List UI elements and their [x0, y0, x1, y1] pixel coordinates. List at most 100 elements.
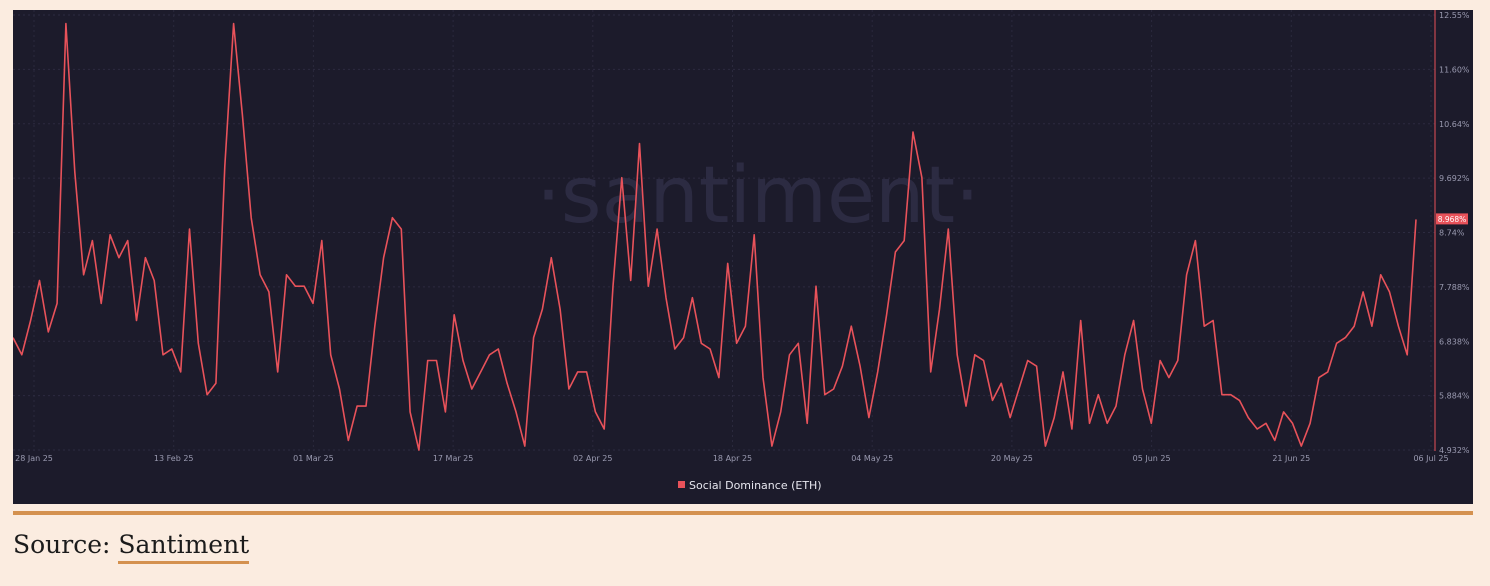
- data-point: [38, 279, 41, 282]
- data-point: [1212, 319, 1215, 322]
- series-line-social-dominance: [13, 22, 1417, 451]
- data-point: [1335, 342, 1338, 345]
- data-point: [170, 348, 173, 351]
- data-point: [223, 165, 226, 168]
- data-point: [1026, 359, 1029, 362]
- data-point: [1009, 416, 1012, 419]
- data-point: [647, 285, 650, 288]
- x-tick-label: 04 May 25: [851, 454, 893, 463]
- data-point: [585, 370, 588, 373]
- y-tick-label: 7.788%: [1439, 283, 1470, 292]
- data-point: [303, 285, 306, 288]
- data-point: [1115, 405, 1118, 408]
- y-tick-label: 8.74%: [1439, 229, 1465, 238]
- data-point: [1194, 239, 1197, 242]
- data-point: [1150, 422, 1153, 425]
- data-point: [329, 353, 332, 356]
- data-point: [1291, 422, 1294, 425]
- data-point: [126, 239, 129, 242]
- data-point: [1088, 422, 1091, 425]
- data-point: [1238, 399, 1241, 402]
- data-point: [850, 325, 853, 328]
- data-point: [1053, 416, 1056, 419]
- source-prefix: Source:: [13, 530, 119, 559]
- data-point: [1326, 370, 1329, 373]
- data-point: [1344, 336, 1347, 339]
- x-tick-label: 20 May 25: [991, 454, 1033, 463]
- data-point: [444, 410, 447, 413]
- data-point: [982, 359, 985, 362]
- data-point: [1062, 370, 1065, 373]
- data-point: [426, 359, 429, 362]
- data-point: [1159, 359, 1162, 362]
- data-point: [947, 228, 950, 231]
- data-point: [294, 285, 297, 288]
- data-point: [1282, 410, 1285, 413]
- data-point: [956, 353, 959, 356]
- data-point: [188, 228, 191, 231]
- data-point: [1220, 393, 1223, 396]
- data-point: [320, 239, 323, 242]
- data-point: [1353, 325, 1356, 328]
- data-point: [709, 348, 712, 351]
- data-point: [523, 445, 526, 448]
- data-point: [594, 410, 597, 413]
- data-point: [859, 365, 862, 368]
- data-point: [929, 370, 932, 373]
- data-point: [1370, 325, 1373, 328]
- data-point: [1070, 428, 1073, 431]
- data-point: [1265, 422, 1268, 425]
- data-point: [559, 308, 562, 311]
- data-point: [497, 348, 500, 351]
- last-value-label: 8.968%: [1438, 215, 1467, 224]
- data-point: [1203, 325, 1206, 328]
- x-tick-label: 18 Apr 25: [713, 454, 752, 463]
- data-point: [356, 405, 359, 408]
- data-point: [479, 370, 482, 373]
- watermark: ·santiment·: [536, 151, 980, 241]
- data-point: [462, 359, 465, 362]
- grid-layer: [13, 10, 1435, 451]
- data-point: [47, 330, 50, 333]
- source-caption: Source: Santiment: [13, 530, 250, 564]
- data-point: [885, 313, 888, 316]
- legend-swatch: [678, 481, 685, 488]
- data-point: [250, 216, 253, 219]
- chart-panel: ·santiment· 12.55% 11.60% 10.64% 9.692% 8.74…: [13, 10, 1473, 504]
- x-tick-label: 01 Mar 25: [293, 454, 334, 463]
- data-point: [56, 302, 59, 305]
- data-point: [1044, 445, 1047, 448]
- data-point: [365, 405, 368, 408]
- data-point: [338, 388, 341, 391]
- legend[interactable]: Social Dominance (ETH): [678, 479, 822, 492]
- data-point: [206, 393, 209, 396]
- data-point: [347, 439, 350, 442]
- data-point: [576, 370, 579, 373]
- data-point: [1362, 290, 1365, 293]
- y-axis-ticks: 12.55% 11.60% 10.64% 9.692% 8.74% 7.788% 6.838…: [1439, 11, 1470, 455]
- data-point: [506, 382, 509, 385]
- data-point: [373, 325, 376, 328]
- data-point: [1397, 325, 1400, 328]
- data-point: [876, 370, 879, 373]
- data-point: [135, 319, 138, 322]
- data-point: [920, 176, 923, 179]
- data-point: [797, 342, 800, 345]
- data-point: [144, 256, 147, 259]
- data-point: [109, 233, 112, 236]
- data-point: [770, 445, 773, 448]
- data-point: [717, 376, 720, 379]
- source-link[interactable]: Santiment: [118, 530, 250, 564]
- data-point: [100, 302, 103, 305]
- legend-label: Social Dominance (ETH): [689, 479, 822, 492]
- data-point: [435, 359, 438, 362]
- data-point: [1317, 376, 1320, 379]
- data-point: [382, 256, 385, 259]
- data-point: [276, 370, 279, 373]
- data-point: [453, 313, 456, 316]
- data-point: [788, 353, 791, 356]
- y-tick-label: 9.692%: [1439, 174, 1470, 183]
- data-point: [1388, 290, 1391, 293]
- data-point: [612, 285, 615, 288]
- data-point: [912, 131, 915, 134]
